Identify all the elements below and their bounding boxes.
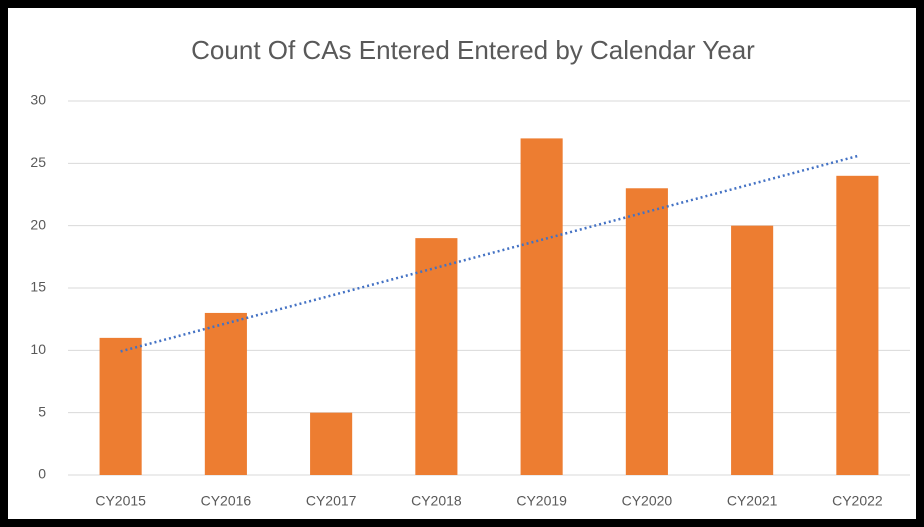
x-tick-label: CY2020 (622, 493, 673, 509)
trendline (120, 154, 858, 353)
bar (625, 188, 668, 475)
y-tick-label: 15 (30, 279, 46, 295)
y-tick-label: 10 (30, 341, 46, 357)
bar (520, 138, 563, 475)
bar (836, 175, 879, 476)
chart-title: Count Of CAs Entered Entered by Calendar… (191, 35, 755, 65)
bar (99, 337, 142, 475)
y-tick-label: 25 (30, 154, 46, 170)
y-tick-label: 5 (38, 403, 46, 419)
x-tick-label: CY2019 (516, 493, 567, 509)
bar (415, 238, 458, 475)
y-tick-label: 20 (30, 216, 46, 232)
x-tick-label: CY2017 (306, 493, 357, 509)
x-tick-label: CY2016 (201, 493, 252, 509)
bar (731, 225, 774, 475)
x-tick-label: CY2022 (832, 493, 883, 509)
bar (204, 312, 247, 475)
x-tick-label: CY2021 (727, 493, 778, 509)
x-tick-label: CY2015 (95, 493, 146, 509)
x-tick-label: CY2018 (411, 493, 462, 509)
y-tick-label: 30 (30, 92, 46, 108)
bar (310, 412, 353, 475)
y-tick-label: 0 (38, 466, 46, 482)
